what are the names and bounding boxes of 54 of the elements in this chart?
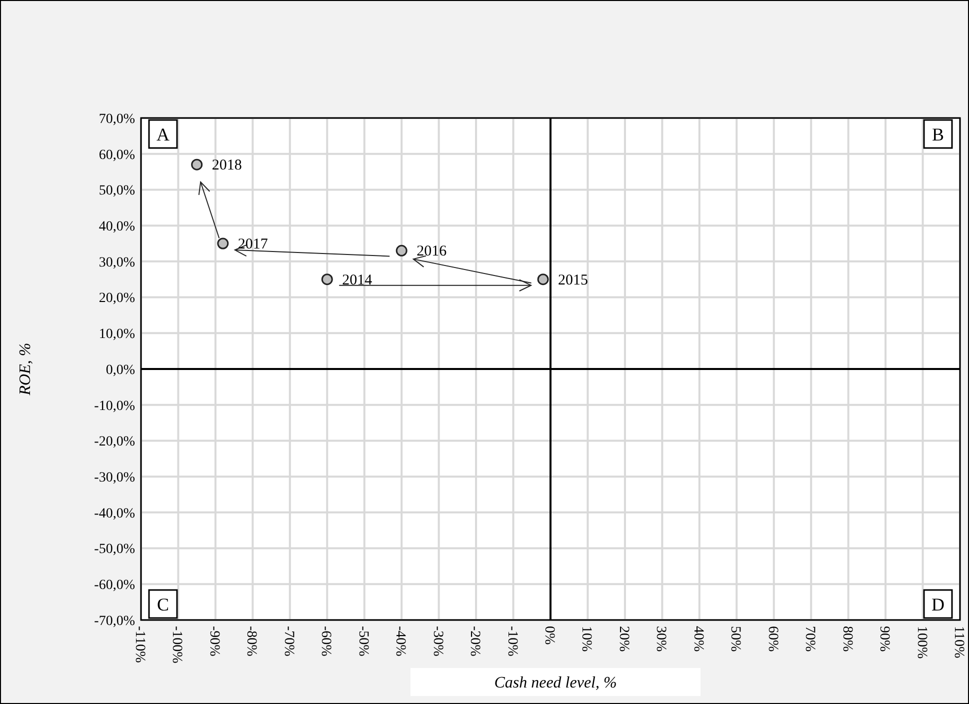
x-tick-label: 70% [802, 626, 818, 652]
y-tick-label: -10,0% [94, 398, 136, 414]
x-tick-label: 60% [764, 626, 780, 652]
y-tick-label: 30,0% [98, 255, 136, 270]
x-tick-label: 20% [616, 626, 631, 652]
x-tick-label: -20% [467, 626, 482, 657]
point [321, 274, 333, 286]
y-tick-label: -20,0% [94, 434, 136, 450]
x-tick-label: 90% [876, 626, 892, 652]
x-tick-label: 30% [653, 626, 668, 652]
y-tick-label: -40,0% [94, 506, 136, 522]
x-tick-label: -110% [132, 626, 147, 664]
annotation: 2018 [212, 158, 242, 174]
y-tick-label: 70,0% [98, 112, 136, 127]
x-tick-label: -60% [318, 626, 334, 657]
point [537, 274, 549, 286]
x-tick-label: 50% [728, 626, 743, 652]
annotation: A [156, 124, 170, 144]
x-tick-label: 40% [690, 626, 706, 652]
annotation: 2017 [238, 236, 268, 252]
y-tick-label: 50,0% [98, 184, 136, 199]
x-tick-label: 100% [914, 626, 929, 659]
point [191, 158, 203, 170]
x-tick-label: 110% [951, 626, 966, 658]
y-tick-label: 10,0% [98, 327, 136, 342]
x-tick-label: -80% [244, 626, 259, 657]
y-tick-label: -50,0% [94, 542, 136, 558]
x-tick-label: 0% [542, 626, 556, 645]
annotation: B [932, 124, 944, 144]
annotation: 2015 [558, 272, 588, 288]
x-tick-label: -90% [206, 626, 222, 657]
annotation: 2014 [342, 272, 373, 288]
annotation: 2016 [416, 244, 448, 260]
x-tick-label: -100% [169, 626, 184, 664]
x-tick-label: -30% [430, 626, 445, 657]
x-tick-label: -50% [355, 626, 370, 657]
x-tick-label: -70% [280, 626, 296, 657]
point [217, 238, 229, 250]
x-tick-label: -40% [392, 626, 408, 657]
annotation: D [932, 594, 944, 614]
y-tick-label: 40,0% [98, 219, 136, 234]
x-axis-title: Cash need level, % [494, 674, 617, 692]
annotation: C [156, 594, 170, 614]
y-tick-label: 0,0% [106, 362, 136, 378]
y-tick-label: 20,0% [98, 291, 136, 306]
y-tick-label: -70,0% [94, 614, 136, 629]
x-tick-label: 80% [839, 626, 854, 652]
point [396, 244, 408, 256]
x-tick-label: -10% [504, 626, 520, 657]
y-axis-title: ROE, % [17, 342, 34, 396]
x-tick-label: 10% [578, 626, 594, 652]
y-tick-label: 60,0% [98, 148, 136, 163]
y-tick-label: -30,0% [94, 470, 136, 486]
y-tick-label: -60,0% [94, 578, 136, 594]
